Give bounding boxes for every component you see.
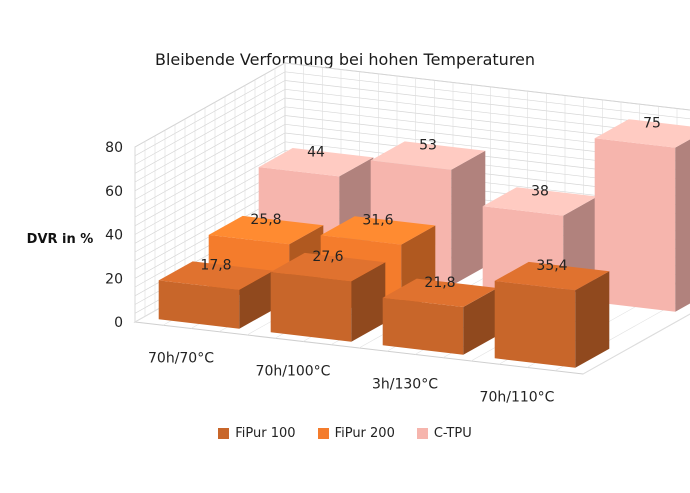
data-label: 31,6 — [362, 212, 393, 228]
bar-side — [451, 150, 486, 286]
legend-item-c-tpu: C-TPU — [416, 426, 472, 441]
legend-label-c-tpu: C-TPU — [433, 426, 472, 441]
bar-top — [270, 252, 386, 282]
bar-side — [351, 262, 386, 342]
y-tick-label: 80 — [105, 140, 123, 156]
data-label: 75 — [643, 115, 661, 131]
legend-item-fipur-100: FiPur 100 — [218, 426, 296, 441]
bar — [594, 119, 690, 312]
bar-front — [494, 280, 576, 368]
bar-top — [258, 148, 374, 177]
x-tick-label: 70h/110°C — [480, 390, 555, 406]
bar-front — [382, 297, 464, 355]
y-tick-label: 0 — [114, 315, 123, 331]
bar-side — [675, 139, 690, 312]
data-label: 44 — [307, 144, 325, 160]
legend: FiPur 100 FiPur 200 C-TPU — [0, 426, 690, 441]
bar-top — [494, 261, 610, 291]
bar-top — [208, 215, 324, 245]
legend-swatch-c-tpu — [416, 428, 428, 439]
bar — [494, 261, 610, 368]
bar-top — [370, 141, 486, 170]
data-label: 27,6 — [312, 249, 343, 265]
bar-top — [594, 119, 690, 148]
data-label: 17,8 — [200, 258, 231, 274]
data-label: 21,8 — [424, 275, 455, 291]
bar-side — [239, 270, 274, 329]
y-tick-label: 60 — [105, 184, 123, 200]
bar — [158, 261, 274, 329]
legend-item-fipur-200: FiPur 200 — [317, 426, 395, 441]
x-tick-label: 70h/70°C — [148, 351, 214, 367]
x-tick-label: 70h/100°C — [256, 364, 331, 380]
data-label: 25,8 — [250, 212, 281, 228]
bar-side — [463, 288, 498, 355]
bar-top — [382, 278, 498, 307]
legend-swatch-fipur-200 — [317, 428, 329, 439]
bar-side — [575, 271, 610, 368]
y-axis-label: DVR in % — [27, 232, 94, 247]
data-label: 53 — [419, 138, 437, 154]
legend-label-fipur-100: FiPur 100 — [235, 426, 296, 441]
gridline — [582, 313, 690, 375]
bar-top — [158, 261, 274, 290]
bar-top — [320, 216, 436, 245]
y-tick-label: 40 — [105, 228, 123, 244]
x-tick-label: 3h/130°C — [372, 377, 438, 393]
bar-top — [482, 187, 598, 216]
bar — [382, 278, 498, 355]
data-label: 35,4 — [536, 258, 567, 274]
bar-front — [270, 272, 352, 342]
chart-title: Bleibende Verformung bei hohen Temperatu… — [154, 50, 536, 69]
legend-label-fipur-200: FiPur 200 — [334, 426, 395, 441]
legend-swatch-fipur-100 — [218, 428, 230, 439]
y-tick-label: 20 — [105, 271, 123, 287]
bar — [270, 252, 386, 342]
bar-front — [158, 280, 240, 329]
data-label: 38 — [531, 183, 549, 199]
bar-front — [594, 138, 676, 312]
